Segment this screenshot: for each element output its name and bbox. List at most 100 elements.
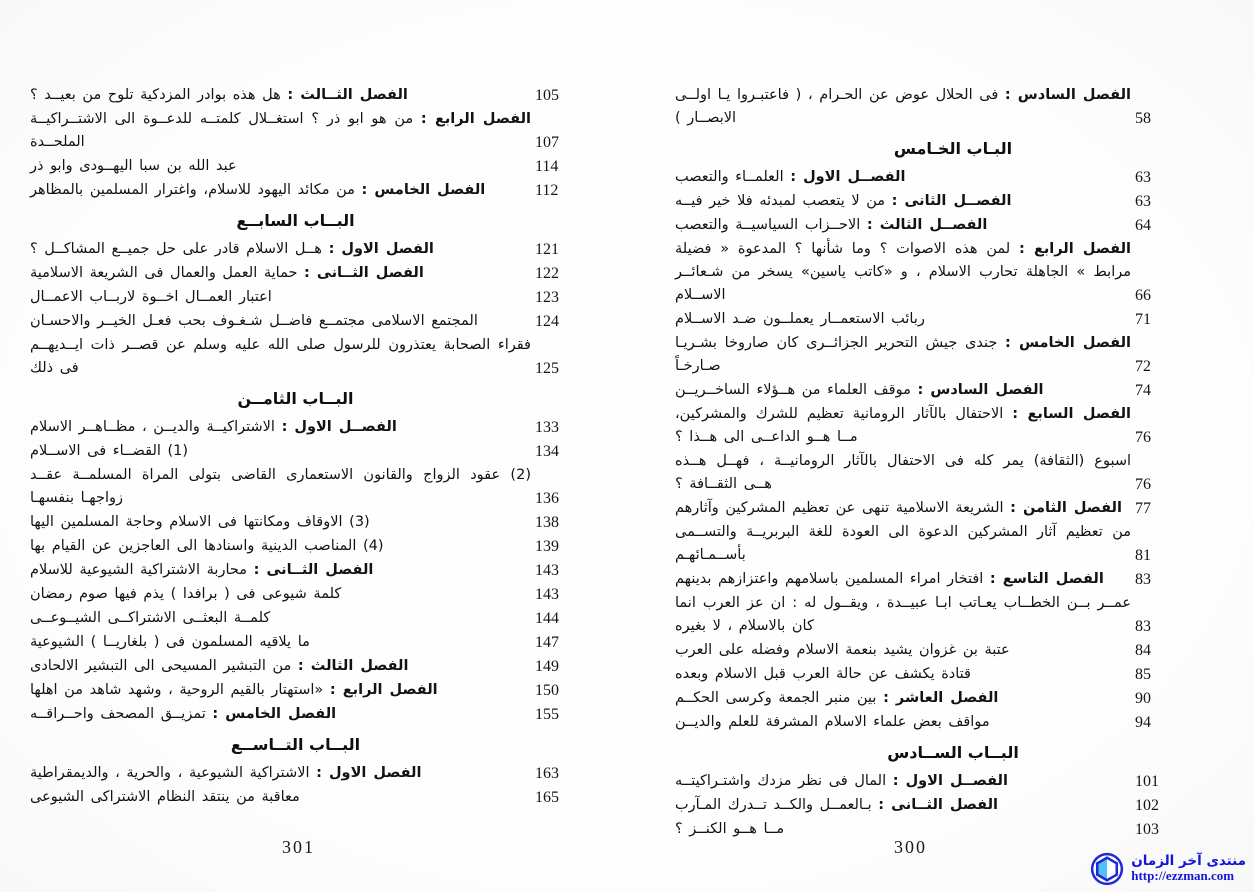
toc-entry-title: المال فى نظر مزدك واشتـراكيتــه	[675, 773, 893, 789]
toc-page-number: 72	[1135, 358, 1151, 375]
toc-entry[interactable]: 144 كلمــة البعثــى الاشتراكــى الشيــوعـ…	[30, 607, 579, 630]
toc-entry-text: الفصل الرابع : لمن هذه الاصوات ؟ وما شأن…	[675, 238, 1133, 307]
toc-entry-text: الفصــل الاول : المال فى نظر مزدك واشتـر…	[675, 770, 1133, 793]
toc-entry[interactable]: 90 الفصل العاشر : بين منبر الجمعة وكرسى ا…	[675, 687, 1179, 710]
toc-entry[interactable]: 114 عبد الله بن سبا اليهــودى وابو ذر	[30, 155, 579, 178]
toc-page-number: 121	[535, 241, 559, 258]
toc-chapter-label: الفصل الثامن :	[1010, 500, 1122, 516]
toc-entry[interactable]: 63 الفصــل الاول : العلمــاء والتعصب	[675, 166, 1179, 189]
toc-entry-text: الفصل الخامس : تمزيــق المصحف واحــراقــ…	[30, 703, 533, 726]
toc-entry[interactable]: 107 الفصل الرابع : من هو ابو ذر ؟ استغــل…	[30, 108, 579, 154]
toc-page-number: 71	[1135, 311, 1151, 328]
toc-entry[interactable]: 105 الفصل الثــالث : هل هذه بوادر المزدكي…	[30, 84, 579, 107]
toc-entry-text: مــا هــو الكنــز ؟	[675, 818, 1133, 841]
toc-entry[interactable]: 121 الفصل الاول : هــل الاسلام قادر على ح…	[30, 238, 579, 261]
toc-entry-text: عمــر بــن الخطــاب يعـاتب ابـا عبيــدة …	[675, 592, 1133, 638]
toc-page-number: 76	[1135, 429, 1151, 446]
toc-entry[interactable]: 83 الفصل التاسع : افتخار امراء المسلمين ب…	[675, 568, 1179, 591]
toc-entry[interactable]: 134 (1) القضــاء فى الاســلام	[30, 440, 579, 463]
toc-entry[interactable]: 77 الفصل الثامن : الشريعة الاسلامية تنهى …	[675, 497, 1179, 520]
toc-page-number: 58	[1135, 110, 1151, 127]
toc-entry[interactable]: 143 كلمة شيوعى فى ( برافدا ) يذم فيها صوم…	[30, 583, 579, 606]
toc-entry[interactable]: 112 الفصل الخامس : من مكائد اليهود للاسلا…	[30, 179, 579, 202]
toc-entry-title: كلمــة البعثــى الاشتراكــى الشيــوعــى	[30, 610, 271, 626]
toc-entry-title: من التبشير المسيحى الى التبشير الالحادى	[30, 658, 298, 674]
toc-page-number: 147	[535, 634, 559, 651]
toc-entry[interactable]: 76 الفصل السابع : الاحتفال بالآثار الروما…	[675, 403, 1179, 449]
toc-entry[interactable]: 66 الفصل الرابع : لمن هذه الاصوات ؟ وما ش…	[675, 238, 1179, 307]
toc-entry[interactable]: 133 الفصــل الاول : الاشتراكيــة والديــن…	[30, 416, 579, 439]
toc-entry[interactable]: 143 الفصل الثــانى : محاربة الاشتراكية ال…	[30, 559, 579, 582]
toc-entry[interactable]: 136 (2) عقود الزواج والقانون الاستعمارى ا…	[30, 464, 579, 510]
toc-page-number: 81	[1135, 547, 1151, 564]
toc-entry[interactable]: 72 الفصل الخامس : جندى جيش التحرير الجزائ…	[675, 332, 1179, 378]
toc-entry[interactable]: 149 الفصل الثالث : من التبشير المسيحى الى…	[30, 655, 579, 678]
toc-entry[interactable]: 74 الفصل السادس : موقف العلماء من هــؤلاء…	[675, 379, 1179, 402]
toc-entry-text: الفصــل الاول : الاشتراكيــة والديــن ، …	[30, 416, 533, 439]
toc-entry-text: عتبة بن غزوان يشيد بنعمة الاسلام وفضله ع…	[675, 639, 1133, 662]
toc-entry-title: الاحــزاب السياسيــة والتعصب	[675, 217, 867, 233]
toc-entry[interactable]: 85 قتادة يكشف عن حالة العرب قبل الاسلام و…	[675, 663, 1179, 686]
toc-page-number: 83	[1135, 618, 1151, 635]
toc-entry-title: الاشتراكيــة والديــن ، مظــاهــر الاسلا…	[30, 419, 282, 435]
toc-entry[interactable]: 76 اسبوع (الثقافة) يمر كله فى الاحتفال با…	[675, 450, 1179, 496]
toc-entry-title: قتادة يكشف عن حالة العرب قبل الاسلام وبع…	[675, 666, 971, 682]
book-page-301: 105 الفصل الثــالث : هل هذه بوادر المزدكي…	[30, 84, 579, 857]
toc-page-number: 165	[535, 789, 559, 806]
toc-page-number: 63	[1135, 169, 1151, 186]
toc-entry[interactable]: 163 الفصل الاول : الاشتراكية الشيوعية ، و…	[30, 762, 579, 785]
toc-entry-text: الفصل التاسع : افتخار امراء المسلمين باس…	[675, 568, 1133, 591]
toc-entry[interactable]: 124 المجتمع الاسلامى مجتمــع فاضــل شـغـو…	[30, 310, 579, 333]
toc-entry-title: اعتبار العمــال اخــوة لاربــاب الاعمــا…	[30, 289, 272, 305]
toc-entry[interactable]: 155 الفصل الخامس : تمزيــق المصحف واحــرا…	[30, 703, 579, 726]
toc-chapter-label: الفصل الرابع :	[420, 111, 531, 127]
toc-entry-text: الفصل الاول : الاشتراكية الشيوعية ، والح…	[30, 762, 533, 785]
toc-entry[interactable]: 102 الفصل الثــانى : بـالعمــل والكــد تـ…	[675, 794, 1179, 817]
toc-entry[interactable]: 63 الفصــل الثانى : من لا يتعصب لمبدئه فل…	[675, 190, 1179, 213]
toc-entry[interactable]: 94 مواقف بعض علماء الاسلام المشرفة للعلم …	[675, 711, 1179, 734]
toc-chapter-label: الفصل الثــالث :	[287, 87, 408, 103]
toc-entry[interactable]: 139 (4) المناصب الدينية واسنادها الى العا…	[30, 535, 579, 558]
toc-page-number: 101	[1135, 773, 1159, 790]
toc-entry-text: (4) المناصب الدينية واسنادها الى العاجزي…	[30, 535, 533, 558]
toc-entry[interactable]: 101 الفصــل الاول : المال فى نظر مزدك واش…	[675, 770, 1179, 793]
forum-watermark[interactable]: منتدى آخر الزمان http://ezzman.com	[1090, 852, 1246, 886]
toc-chapter-label: الفصل الثــانى :	[878, 797, 999, 813]
toc-entry-text: الفصل الثــانى : محاربة الاشتراكية الشيو…	[30, 559, 533, 582]
toc-entry[interactable]: 81 من تعظيم آثار المشركين الدعوة الى العو…	[675, 521, 1179, 567]
toc-entry[interactable]: 122 الفصل الثــانى : حماية العمل والعمال …	[30, 262, 579, 285]
toc-chapter-label: الفصل الرابع :	[329, 682, 438, 698]
hexagon-logo-icon	[1090, 852, 1124, 886]
toc-page-number: 63	[1135, 193, 1151, 210]
watermark-url[interactable]: http://ezzman.com	[1131, 868, 1235, 884]
toc-chapter-label: الفصل الخامس :	[212, 706, 337, 722]
toc-entry[interactable]: 64 الفصــل الثالث : الاحــزاب السياسيــة …	[675, 214, 1179, 237]
toc-entry[interactable]: 147 ما يلاقيه المسلمون فى ( بلغاريــا ) ا…	[30, 631, 579, 654]
toc-chapter-label: الفصل الاول :	[328, 241, 434, 257]
toc-entry[interactable]: 103 مــا هــو الكنــز ؟	[675, 818, 1179, 841]
toc-entry[interactable]: 83 عمــر بــن الخطــاب يعـاتب ابـا عبيــد…	[675, 592, 1179, 638]
toc-entry[interactable]: 125 فقراء الصحابة يعتذرون للرسول صلى الله…	[30, 334, 579, 380]
toc-entry[interactable]: 71 ربائب الاستعمــار يعملــون ضـد الاســل…	[675, 308, 1179, 331]
toc-entry-title: عمــر بــن الخطــاب يعـاتب ابـا عبيــدة …	[675, 595, 1131, 634]
toc-entry[interactable]: 150 الفصل الرابع : «استهتار بالقيم الروحي…	[30, 679, 579, 702]
toc-entry[interactable]: 165 معاقبة من ينتقد النظام الاشتراكى الشي…	[30, 786, 579, 809]
toc-entry[interactable]: 84 عتبة بن غزوان يشيد بنعمة الاسلام وفضله…	[675, 639, 1179, 662]
toc-entry-title: لمن هذه الاصوات ؟ وما شأنها ؟ المدعوة « …	[675, 241, 1131, 303]
toc-entry-text: ما يلاقيه المسلمون فى ( بلغاريــا ) الشي…	[30, 631, 533, 654]
toc-chapter-label: الفصل الرابع :	[1018, 241, 1132, 257]
toc-entry-title: مواقف بعض علماء الاسلام المشرفة للعلم وا…	[675, 714, 990, 730]
toc-entry-title: الشريعة الاسلامية تنهى عن تعظيم المشركين…	[675, 500, 1011, 516]
toc-page-number: 102	[1135, 797, 1159, 814]
toc-page-number: 77	[1135, 500, 1151, 517]
toc-entry[interactable]: 58 الفصل السادس : فى الحلال عوض عن الحـرا…	[675, 84, 1179, 130]
toc-entry-text: مواقف بعض علماء الاسلام المشرفة للعلم وا…	[675, 711, 1133, 734]
toc-entry[interactable]: 123 اعتبار العمــال اخــوة لاربــاب الاعم…	[30, 286, 579, 309]
toc-entry-title: (4) المناصب الدينية واسنادها الى العاجزي…	[30, 538, 384, 554]
toc-entry-text: الفصل السابع : الاحتفال بالآثار الروماني…	[675, 403, 1133, 449]
toc-entry[interactable]: 138 (3) الاوقاف ومكانتها فى الاسلام وحاجة…	[30, 511, 579, 534]
toc-page-number: 163	[535, 765, 559, 782]
toc-entry-title: (2) عقود الزواج والقانون الاستعمارى القا…	[30, 467, 531, 506]
